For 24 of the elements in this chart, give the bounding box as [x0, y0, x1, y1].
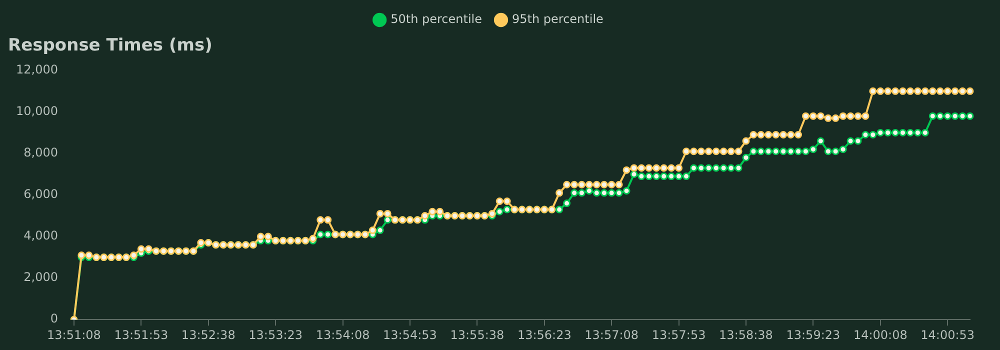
x-tick-label: 14:00:08: [853, 328, 908, 342]
x-tick-label: 13:51:08: [47, 328, 101, 342]
x-tick-label: 13:53:23: [248, 328, 303, 342]
y-tick-label: 2,000: [24, 270, 58, 284]
chart-title: Response Times (ms): [8, 36, 212, 56]
x-tick-label: 13:57:08: [584, 328, 639, 342]
x-tick-label: 14:00:53: [920, 328, 975, 342]
y-tick-label: 10,000: [16, 104, 58, 118]
y-tick-label: 4,000: [24, 228, 58, 243]
x-tick-label: 13:55:38: [450, 328, 504, 342]
y-tick-label: 0: [50, 312, 58, 326]
y-tick-label: 12,000: [16, 62, 58, 77]
x-tick-label: 13:57:53: [652, 328, 706, 342]
x-tick-label: 13:51:53: [114, 328, 168, 342]
legend-label: 50th percentile: [390, 12, 482, 26]
x-tick-label: 13:59:23: [786, 328, 840, 342]
x-tick-label: 13:54:08: [316, 328, 370, 342]
x-tick-label: 13:54:53: [383, 328, 437, 342]
y-tick-label: 6,000: [24, 187, 58, 202]
x-tick-label: 13:58:38: [719, 328, 773, 342]
x-tick-label: 13:56:23: [517, 328, 572, 342]
x-tick-label: 13:52:38: [181, 328, 236, 342]
y-tick-label: 8,000: [24, 146, 58, 160]
legend-label: 95th percentile: [512, 12, 604, 26]
